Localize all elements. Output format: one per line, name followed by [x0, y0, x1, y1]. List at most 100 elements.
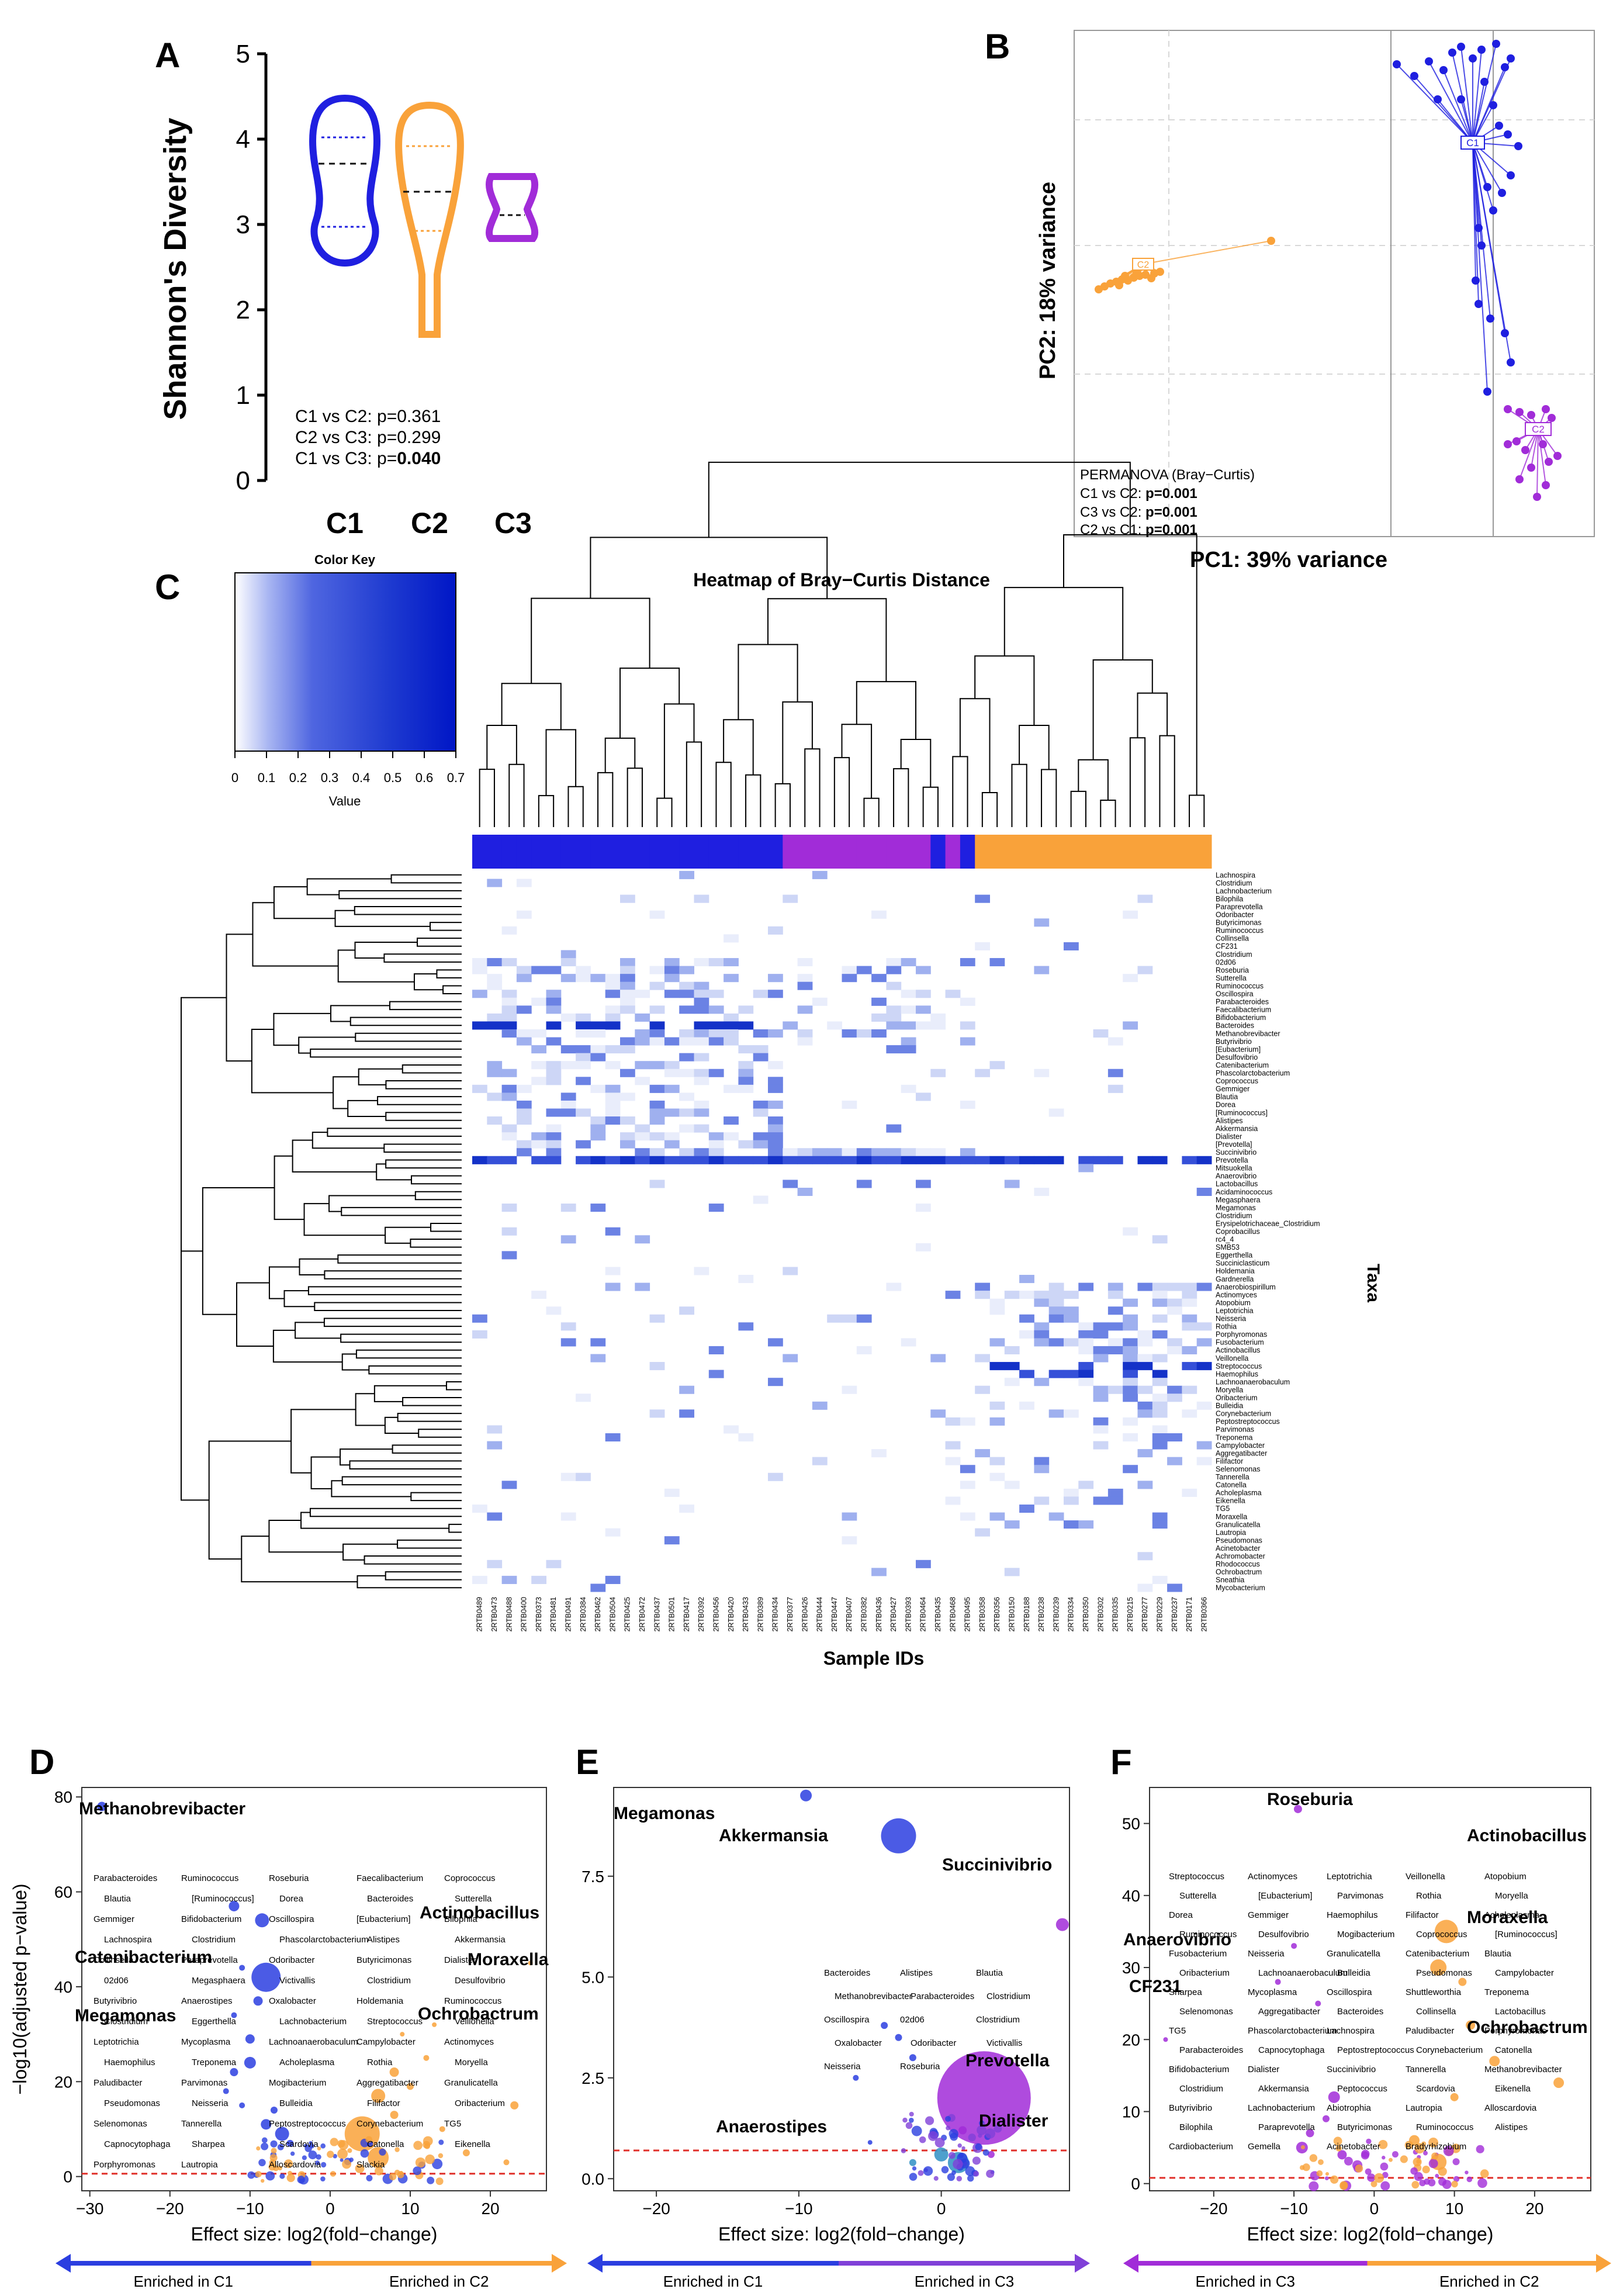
heatmap-cell	[560, 1100, 576, 1109]
heatmap-cell	[753, 1156, 769, 1164]
cluster-bar-cell	[1034, 835, 1050, 869]
row-dendro-link	[273, 886, 335, 919]
pcoa-point	[1507, 54, 1515, 63]
dendro-link	[708, 461, 1131, 538]
volcano-point	[1325, 2172, 1330, 2176]
taxon-label: Lactobacillus	[1216, 1180, 1258, 1188]
volcano-point	[302, 2155, 307, 2160]
heatmap-cell	[1034, 1069, 1050, 1077]
pcoa-point	[1483, 388, 1491, 396]
volcano-point	[432, 2159, 443, 2170]
heatmap-cell	[1107, 1322, 1123, 1331]
heatmap-cell	[605, 1156, 621, 1164]
sample-label: 2RTB0237	[1171, 1597, 1179, 1632]
cluster-bar-cell	[649, 835, 665, 869]
volcano-point	[934, 2147, 949, 2162]
row-dendro-link	[392, 1444, 462, 1454]
heatmap-cell	[576, 1061, 591, 1070]
heatmap-cell	[1152, 1401, 1168, 1410]
row-dendro-link	[358, 1068, 403, 1085]
heatmap-cell	[590, 974, 606, 983]
heatmap-cell	[694, 1069, 709, 1077]
volcano-small-label: Sharpea	[1169, 1987, 1202, 1997]
heatmap-cell	[546, 1077, 562, 1085]
dendro-link	[545, 729, 577, 796]
arrowhead-left	[56, 2254, 71, 2273]
heatmap-cell	[1093, 1346, 1109, 1355]
volcano-point	[503, 2159, 510, 2166]
volcano-point	[273, 2165, 279, 2171]
sample-label: 2RTB0392	[697, 1597, 705, 1632]
taxon-label: Selenomonas	[1216, 1465, 1260, 1473]
heatmap-cell	[605, 1100, 621, 1109]
dendro-link	[619, 668, 680, 738]
volcano-point	[365, 2136, 373, 2143]
cluster-bar-cell	[1019, 835, 1034, 869]
arrow-label-right: Enriched in C2	[1439, 2273, 1539, 2290]
heatmap-cell	[1123, 1354, 1138, 1363]
volcano-small-label: Ruminococcus	[444, 1996, 501, 2006]
volcano-small-label: Corynebacterium	[1416, 2045, 1483, 2055]
volcano-point	[1428, 2137, 1439, 2148]
row-dendro-link	[385, 1112, 462, 1121]
volcano-small-label: Lachnobacterium	[279, 2017, 347, 2027]
volcano-small-label: Acholeplasma	[1484, 1910, 1540, 1920]
heatmap-cell	[856, 1156, 872, 1164]
cluster-bar-cell	[738, 835, 754, 869]
heatmap-cell	[620, 966, 635, 974]
heatmap-cell	[871, 1029, 887, 1038]
volcano-ytick-label: 5.0	[581, 1968, 604, 1986]
volcano-small-label: Pseudomonas	[1416, 1968, 1472, 1978]
volcano-small-label: Clostridium	[367, 1976, 411, 1986]
heatmap-cell	[1034, 1298, 1050, 1307]
heatmap-cell	[783, 1267, 798, 1275]
volcano-small-label: Alistipes	[1495, 2122, 1528, 2132]
dendro-link	[597, 772, 614, 827]
taxon-label: Corynebacterium	[1216, 1410, 1271, 1418]
heatmap-cell	[664, 966, 680, 974]
heatmap-cell	[1064, 942, 1079, 950]
heatmap-cell	[664, 974, 680, 983]
volcano-point	[1450, 2093, 1459, 2101]
row-dendro-link	[341, 1353, 369, 1371]
volcano-small-label: Tannerella	[181, 2119, 222, 2129]
heatmap-cell	[783, 1354, 798, 1363]
heatmap-cell	[989, 1061, 1005, 1070]
heatmap-cell	[930, 1156, 946, 1164]
colorkey-label: Value	[329, 794, 361, 808]
volcano-small-label: Atopobium	[1484, 1872, 1527, 1882]
taxon-label: Butyrivibrio	[1216, 1038, 1252, 1046]
heatmap-cell	[1152, 1370, 1168, 1378]
dendro-link	[863, 797, 880, 827]
pcoa-point	[1527, 411, 1535, 419]
volcano-point	[310, 2143, 314, 2149]
heatmap-cell	[664, 958, 680, 967]
heatmap-cell	[753, 1100, 769, 1109]
heatmap-cell	[916, 1243, 931, 1251]
heatmap-cell	[1093, 1322, 1109, 1331]
heatmap-cell	[768, 1029, 783, 1038]
heatmap-cell	[708, 1029, 724, 1038]
heatmap-cell	[1182, 1346, 1197, 1355]
pcoa-point	[1515, 408, 1524, 416]
heatmap-cell	[560, 958, 576, 967]
colorkey-tick-label: 0	[231, 770, 238, 785]
row-dendro-link	[274, 1155, 304, 1220]
row-dendro-link	[385, 1226, 431, 1244]
heatmap-cell	[620, 997, 635, 1006]
volcano-point	[1431, 2152, 1439, 2160]
heatmap-cell	[487, 1069, 503, 1077]
heatmap-cell	[975, 1449, 990, 1458]
volcano-small-label: Parvimonas	[181, 2078, 227, 2088]
volcano-small-label: Acinetobacter	[1327, 2142, 1380, 2152]
heatmap-cell	[649, 1100, 665, 1109]
volcano-ytick-label: 10	[1122, 2103, 1140, 2121]
volcano-point	[909, 2173, 918, 2181]
volcano-point	[1423, 2150, 1428, 2156]
row-dendro-link	[442, 985, 462, 995]
heatmap-cell	[546, 1132, 562, 1141]
heatmap-cell	[724, 1116, 739, 1125]
volcano-point	[902, 2117, 908, 2123]
taxon-label: Oscillospira	[1216, 990, 1254, 998]
heatmap-cell	[842, 966, 857, 974]
